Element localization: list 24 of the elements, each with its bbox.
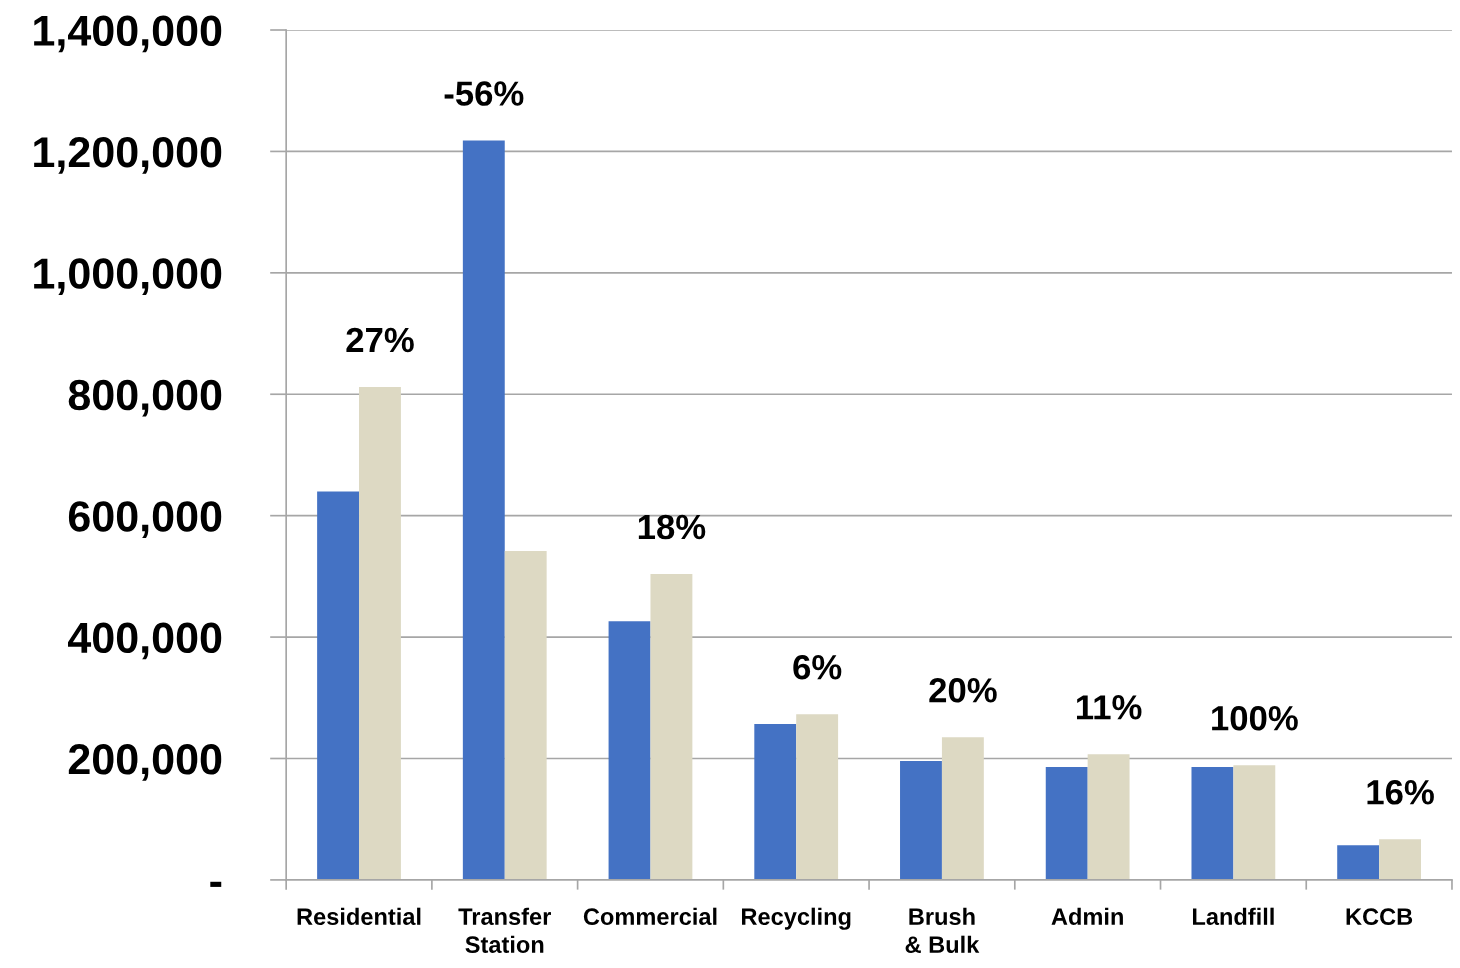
x-tick-label: Residential: [297, 907, 421, 926]
annotation: 16%: [1367, 780, 1434, 805]
x-tick-label: Landfill: [1192, 907, 1274, 926]
annotation: -56%: [444, 81, 524, 106]
x-tick-label: Transfer Station: [458, 907, 551, 954]
x-tick-label: Recycling: [742, 907, 851, 930]
x-tick-label: Admin: [1051, 907, 1123, 926]
x-tick-label: Commercial: [583, 907, 717, 926]
annotation: 6%: [793, 654, 842, 680]
y-tick-label: -: [210, 881, 222, 887]
annotation: 18%: [638, 514, 706, 540]
y-tick-label: 200,000: [68, 744, 222, 781]
annotation: 11%: [1077, 695, 1142, 720]
y-tick-label: 1,400,000: [34, 15, 222, 53]
annotation: 100%: [1212, 705, 1298, 731]
y-tick-label: 1,000,000: [34, 258, 222, 296]
y-tick-label: 400,000: [68, 622, 222, 660]
annotation: 20%: [929, 678, 997, 703]
x-tick-label: KCCB: [1346, 908, 1413, 926]
annotation: 27%: [346, 327, 414, 353]
y-tick-label: 1,200,000: [34, 136, 222, 174]
y-tick-label: 600,000: [68, 501, 222, 538]
x-tick-label: Brush & Bulk: [905, 907, 980, 954]
y-tick-label: 800,000: [68, 379, 222, 417]
